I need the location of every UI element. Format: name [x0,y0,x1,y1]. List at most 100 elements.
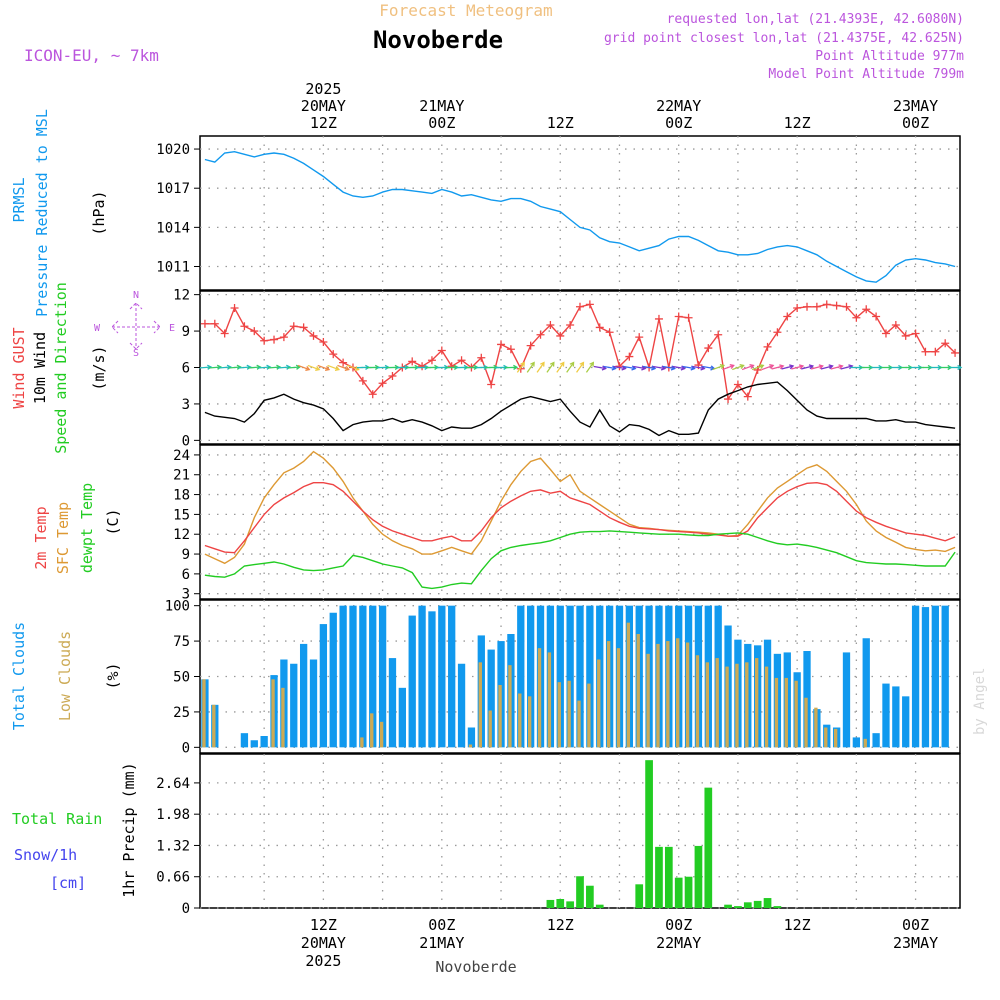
clouds-ytick-label: 25 [173,705,190,721]
clouds-bar [842,652,851,748]
wind-arrow [228,364,242,370]
clouds-bar [715,658,719,748]
precip-bar [734,906,742,908]
gust-marker [536,330,545,339]
gust-marker [497,340,506,349]
bottom-time-label: 23MAY [893,934,938,952]
bottom-time-label: 12Z [784,916,811,934]
gust-marker [408,357,417,366]
wind-arrow-head [641,365,647,371]
wind-arrow-shaft [593,365,606,370]
wind-arrow [307,364,321,371]
wind-arrow-head [569,361,575,367]
clouds-bar [774,677,779,748]
clouds-bar [557,682,561,748]
wind-arrow-head [559,361,565,367]
wind-arrow-shaft [830,365,843,370]
clouds-bar [508,665,512,748]
wind-ytick-label: 0 [182,433,190,449]
wind-arrow [949,364,963,371]
wind-arrow-shaft [702,365,715,370]
gust-marker [743,392,752,401]
precip-bar [546,899,555,908]
wind-arrow-head [579,361,585,367]
precip-bar [635,884,644,908]
clouds-bar [369,605,377,748]
clouds-bar [467,727,476,748]
wind-arrow-head [285,364,292,370]
wind-ytick-label: 6 [182,361,190,377]
wind-arrow-head [759,364,765,369]
wind-arrow-shaft [771,365,784,370]
wind-arrow-shaft [633,365,646,370]
wind-arrow [741,364,755,371]
bottom-time-label: 12Z [310,916,337,934]
wind-arrow [566,361,575,373]
wind-arrow [732,364,745,371]
gust-marker [240,322,249,331]
gust-marker [605,328,614,337]
gust-marker [714,330,723,339]
wind-arrow-shaft [732,364,744,371]
gust-marker [733,380,742,389]
wind-arrow-head [818,364,824,370]
gust-marker [635,333,644,342]
wind-arrow-shaft [672,365,685,370]
wind-arrow [504,364,519,371]
pressure-ytick-label: 1014 [156,220,190,236]
wind-arrow-shaft [566,362,575,373]
wind-arrow [208,364,223,370]
clouds-bar [863,738,867,748]
wind-arrow [751,364,765,371]
precip-bar [586,885,594,908]
wind-gust-label: Wind GUST [10,327,28,408]
precip-bar [576,876,584,908]
grid-lines [200,136,960,909]
wind-arrow-head [739,364,745,369]
clouds-bar [281,687,285,748]
clouds-bar [438,605,446,748]
gust-marker [931,347,940,356]
wind-arrow-shaft [712,364,725,371]
point-altitude: Point Altitude 977m [815,49,964,64]
gust-marker [684,313,693,322]
precip-bar [724,904,732,908]
wind-arrow [633,365,647,371]
clouds-bar [319,624,328,748]
clouds-bar [299,643,308,748]
clouds-bar [616,648,621,748]
model-point-altitude: Model Point Altitude 799m [768,67,964,82]
wind-arrow [761,364,775,371]
clouds-bar [527,696,532,748]
wind-arrow-head [808,364,815,370]
total-rain-label: Total Rain [12,810,102,828]
wind-arrow-shaft [603,365,616,370]
temp-unit-label: (C) [104,508,122,535]
precip-bar [566,901,574,908]
clouds-bar [478,662,482,748]
gust-marker [299,323,308,332]
temp-series-line [204,450,956,565]
clouds-ytick-label: 50 [173,670,190,686]
wind-arrow-shaft [652,365,665,370]
gust-marker [506,345,515,354]
wind-arrow-shaft [248,366,261,369]
clouds-bar [852,737,861,748]
wind-arrow-head [315,366,321,371]
clouds-bar [666,641,670,748]
precip-bar [664,846,673,908]
wind-arrow [682,365,696,371]
wind-arrow [830,364,844,370]
wind-arrow-shaft [791,365,804,370]
top-time-label: 00Z [428,114,455,132]
wind-arrow [218,364,232,370]
precip-bar [684,876,693,908]
clouds-bar [587,683,591,748]
clouds-bar [526,605,535,748]
pressure-series-line [204,150,956,283]
wind-arrow-head [540,361,545,367]
wind-arrow [516,361,525,373]
wind-arrow-head [207,364,213,370]
gust-marker [803,302,812,311]
gust-marker [556,331,565,340]
